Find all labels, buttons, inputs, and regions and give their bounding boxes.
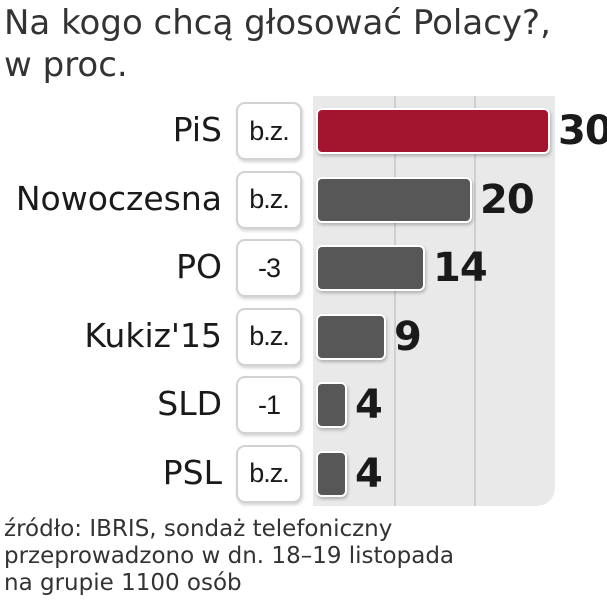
bar — [316, 108, 550, 154]
change-badge: b.z. — [236, 307, 302, 366]
source-line-3: na grupie 1100 osób — [4, 570, 242, 596]
data-label: 20 — [480, 176, 535, 223]
bar-row: PO -3 14 — [0, 233, 607, 301]
bar-chart: PiS b.z. 30 Nowoczesna b.z. 20 PO -3 14 Kukiz'15 b… — [0, 96, 607, 508]
change-badge: b.z. — [236, 102, 302, 160]
title-line-1: Na kogo chcą głosować Polacy?, — [4, 3, 551, 43]
gridline — [394, 96, 396, 506]
bar — [316, 382, 347, 428]
bar — [316, 176, 472, 223]
bar-row: Kukiz'15 b.z. 9 — [0, 302, 607, 370]
source-note: źródło: IBRIS, sondaż telefoniczny przep… — [4, 516, 604, 597]
bar-row: PiS b.z. 30 — [0, 96, 607, 164]
data-label: 4 — [355, 450, 383, 497]
chart-title: Na kogo chcą głosować Polacy?, w proc. — [4, 2, 594, 86]
data-label: 4 — [355, 382, 383, 428]
party-label: Nowoczesna — [15, 178, 222, 218]
bar-row: Nowoczesna b.z. 20 — [0, 165, 607, 233]
party-label: PO — [176, 247, 222, 286]
change-badge: -3 — [236, 239, 302, 297]
change-badge: -1 — [236, 376, 302, 434]
source-line-2: przeprowadzono w dn. 18–19 listopada — [4, 543, 455, 569]
bar — [316, 313, 386, 360]
data-label: 14 — [433, 245, 488, 291]
change-badge: b.z. — [236, 170, 302, 229]
party-label: SLD — [157, 384, 222, 423]
bar — [316, 245, 425, 291]
source-line-1: źródło: IBRIS, sondaż telefoniczny — [4, 516, 393, 542]
bar-row: SLD -1 4 — [0, 370, 607, 438]
plot-background — [313, 96, 555, 506]
data-label: 9 — [394, 313, 422, 360]
gridline — [474, 96, 476, 506]
change-badge: b.z. — [236, 444, 302, 503]
data-label: 30 — [558, 108, 607, 154]
bar — [316, 450, 347, 497]
party-label: Kukiz'15 — [84, 315, 222, 355]
party-label: PSL — [162, 452, 222, 492]
title-line-2: w proc. — [4, 45, 128, 85]
bar-row: PSL b.z. 4 — [0, 439, 607, 507]
party-label: PiS — [172, 110, 222, 149]
